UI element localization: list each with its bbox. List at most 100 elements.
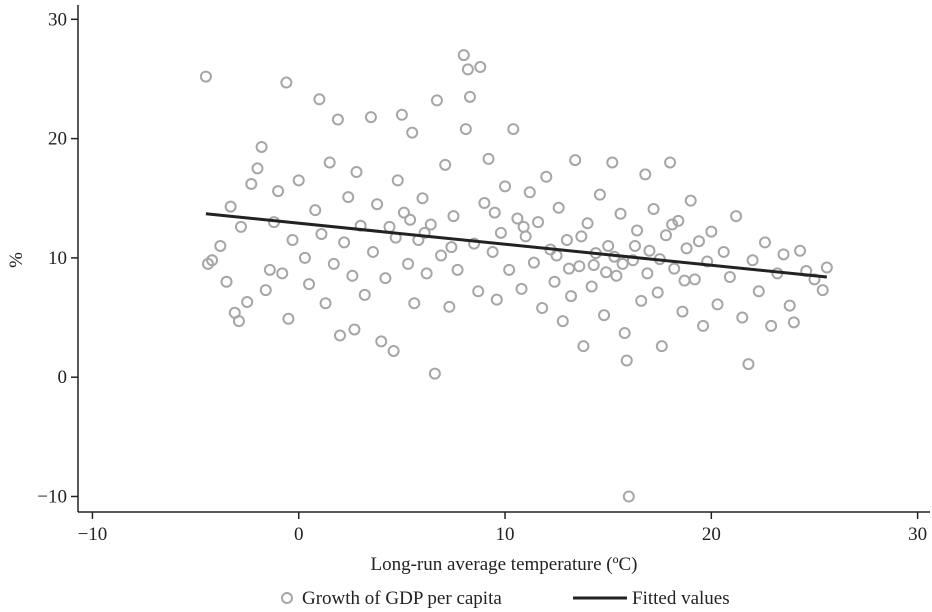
point — [331, 113, 344, 126]
point — [402, 257, 415, 270]
point — [765, 319, 778, 332]
point — [643, 244, 656, 257]
point — [777, 248, 790, 261]
point — [391, 174, 404, 187]
y-tick-label: 30 — [48, 9, 67, 30]
point — [342, 191, 355, 204]
point — [717, 245, 730, 258]
point — [783, 299, 796, 312]
point — [668, 262, 681, 275]
point — [659, 229, 672, 242]
point — [565, 290, 578, 303]
point — [556, 315, 569, 328]
point — [816, 284, 829, 297]
point — [593, 188, 606, 201]
point — [614, 207, 627, 220]
point — [350, 166, 363, 179]
y-axis-label: % — [6, 252, 27, 268]
point — [348, 323, 361, 336]
point — [241, 296, 254, 309]
point — [523, 186, 536, 199]
point — [606, 156, 619, 169]
point — [705, 225, 718, 238]
point — [430, 94, 443, 107]
point — [494, 226, 507, 239]
x-tick-label: −10 — [78, 524, 108, 545]
point — [680, 242, 693, 255]
point — [503, 263, 516, 276]
point — [276, 267, 289, 280]
point — [548, 275, 561, 288]
point — [224, 200, 237, 213]
point — [234, 220, 247, 233]
point — [416, 192, 429, 205]
point — [519, 230, 532, 243]
point — [333, 329, 346, 342]
point — [418, 226, 431, 239]
point — [315, 228, 328, 241]
point — [550, 249, 563, 262]
point — [232, 315, 245, 328]
point — [220, 275, 233, 288]
point — [245, 177, 258, 190]
point — [746, 254, 759, 267]
point — [639, 168, 652, 181]
y-tick-label: −10 — [37, 486, 67, 507]
legend-label: Fitted values — [632, 588, 730, 609]
point — [647, 202, 660, 215]
y-tick-label: 10 — [48, 248, 67, 269]
point — [678, 274, 691, 287]
point — [517, 220, 530, 233]
point — [581, 217, 594, 230]
point — [206, 254, 219, 267]
point — [424, 218, 437, 231]
point — [794, 244, 807, 257]
point — [474, 61, 487, 74]
point — [758, 236, 771, 249]
point — [439, 158, 452, 171]
point — [692, 235, 705, 248]
point — [319, 297, 332, 310]
point — [787, 316, 800, 329]
point — [641, 267, 654, 280]
point — [626, 254, 639, 267]
point — [610, 269, 623, 282]
point — [499, 180, 512, 193]
point — [562, 262, 575, 275]
point — [383, 220, 396, 233]
point — [730, 210, 743, 223]
x-tick-label: 10 — [496, 524, 515, 545]
point — [736, 311, 749, 324]
point — [723, 270, 736, 283]
point — [511, 212, 524, 225]
point — [684, 194, 697, 207]
point — [711, 298, 724, 311]
point — [552, 201, 565, 214]
point — [459, 123, 472, 136]
point — [461, 63, 474, 76]
point — [338, 236, 351, 249]
point — [346, 269, 359, 282]
point — [472, 285, 485, 298]
point — [688, 273, 701, 286]
point — [445, 241, 458, 254]
point — [447, 210, 460, 223]
point — [387, 344, 400, 357]
legend-label: Growth of GDP per capita — [302, 588, 502, 609]
point — [620, 354, 633, 367]
point — [272, 185, 285, 198]
point — [463, 90, 476, 103]
point — [672, 214, 685, 227]
point — [560, 234, 573, 247]
point — [587, 259, 600, 272]
point — [742, 358, 755, 371]
point — [286, 234, 299, 247]
point — [664, 156, 677, 169]
point — [600, 266, 613, 279]
point — [540, 170, 553, 183]
point — [395, 108, 408, 121]
point — [282, 312, 295, 325]
point — [701, 255, 714, 268]
point — [820, 261, 833, 274]
point — [358, 288, 371, 301]
